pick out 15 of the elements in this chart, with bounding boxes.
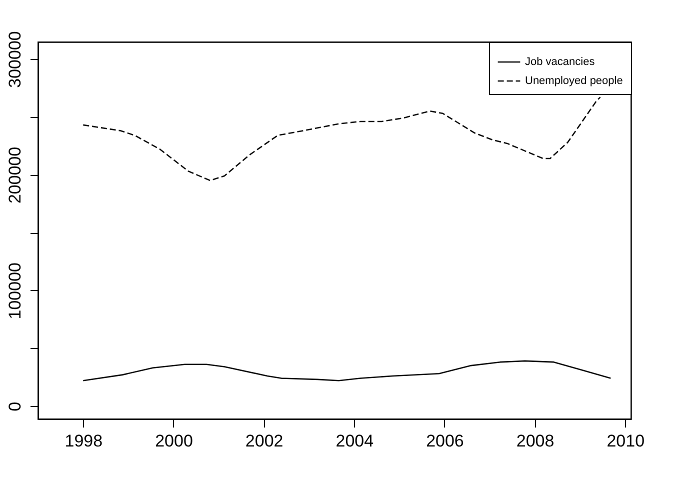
legend-label: Job vacancies — [525, 56, 596, 68]
y-tick-label: 100000 — [6, 262, 24, 320]
x-tick-label: 2010 — [606, 432, 645, 450]
x-tick-label: 2006 — [426, 432, 464, 450]
line-series — [82, 360, 612, 382]
line-series — [82, 96, 601, 182]
x-tick-label: 2002 — [245, 432, 284, 450]
y-tick-label: 200000 — [6, 146, 24, 204]
x-tick-label: 2008 — [516, 432, 554, 450]
y-tick-label: 300000 — [6, 31, 24, 88]
x-tick-label: 2004 — [336, 432, 374, 450]
x-tick-label: 1998 — [64, 432, 103, 450]
y-tick-label: 0 — [6, 402, 24, 412]
x-tick-label: 2000 — [155, 432, 193, 450]
legend-label: Unemployed people — [525, 75, 623, 87]
